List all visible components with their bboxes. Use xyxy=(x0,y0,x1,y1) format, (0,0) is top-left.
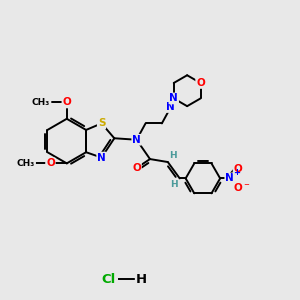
Text: O: O xyxy=(234,183,242,193)
Text: Cl: Cl xyxy=(101,273,116,286)
Text: N: N xyxy=(97,153,106,163)
Text: N: N xyxy=(132,135,141,145)
Text: N: N xyxy=(225,173,234,183)
Text: ⁻: ⁻ xyxy=(243,182,249,192)
Text: CH₃: CH₃ xyxy=(32,98,50,107)
Text: O: O xyxy=(196,78,205,88)
Text: O: O xyxy=(132,163,141,173)
Text: N: N xyxy=(167,102,175,112)
Text: H: H xyxy=(136,273,147,286)
Text: +: + xyxy=(233,168,240,177)
Text: CH₃: CH₃ xyxy=(17,159,35,168)
Text: H: H xyxy=(169,151,177,160)
Text: S: S xyxy=(98,118,105,128)
Text: N: N xyxy=(169,93,178,103)
Text: O: O xyxy=(46,158,55,168)
Text: O: O xyxy=(234,164,242,174)
Text: O: O xyxy=(62,98,71,107)
Text: H: H xyxy=(170,180,178,189)
